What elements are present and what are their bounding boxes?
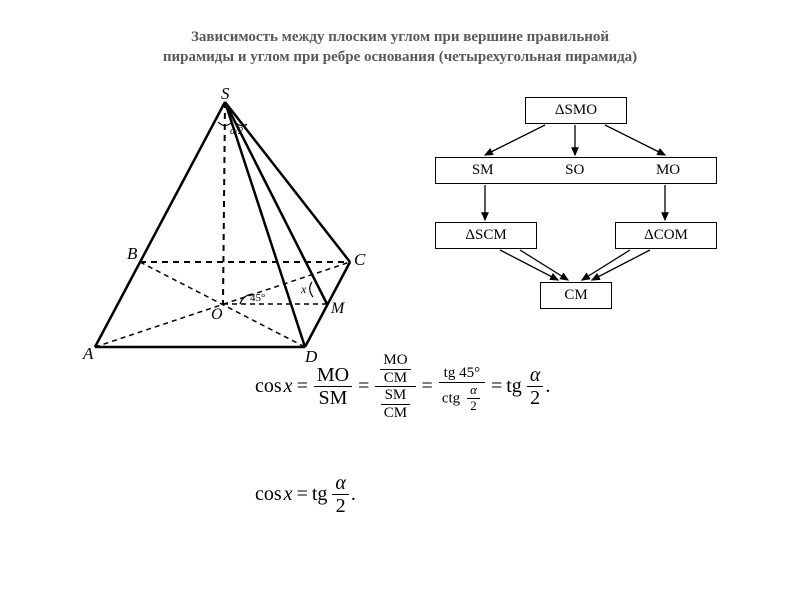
f1-t2nn: MO xyxy=(380,352,410,370)
pyramid-diagram: S A B C D O M α/2 x 45° xyxy=(75,87,375,372)
f1-t3-num: tg 45° xyxy=(444,365,480,381)
node-com: ΔCOM xyxy=(615,222,717,249)
svg-text:45°: 45° xyxy=(250,292,265,304)
node-smo-label: ΔSMO xyxy=(555,102,597,118)
formula-2: cos x = tg α 2 . xyxy=(255,472,356,517)
f2-a: α xyxy=(332,472,349,495)
node-sm-so-mo: SM SO MO xyxy=(435,157,717,184)
f1-cos: cos xyxy=(255,375,282,398)
svg-text:M: M xyxy=(330,300,346,317)
svg-text:C: C xyxy=(354,250,366,269)
f1-t3-2: 2 xyxy=(467,399,480,413)
f1-t2nd: CM xyxy=(380,370,410,387)
f1-t1-den: SM xyxy=(314,387,352,409)
formula-1: cos x = MO SM = MO CM SM CM xyxy=(255,352,550,421)
seg-sm: SM xyxy=(472,162,494,179)
svg-text:α/2: α/2 xyxy=(230,126,243,137)
f2-2: 2 xyxy=(332,495,349,517)
node-scm-label: ΔSCM xyxy=(465,227,506,243)
node-com-label: ΔCOM xyxy=(644,227,688,243)
svg-text:A: A xyxy=(82,344,94,363)
title-line-2: пирамиды и углом при ребре основания (че… xyxy=(163,49,637,65)
f1-t4-tg: tg xyxy=(506,375,522,398)
f1-x: x xyxy=(284,375,293,398)
f1-t1-num: MO xyxy=(314,364,352,387)
svg-text:B: B xyxy=(127,244,138,263)
node-cm-label: CM xyxy=(564,287,587,303)
f2-tg: tg xyxy=(312,483,328,506)
slide-title: Зависимость между плоским углом при верш… xyxy=(0,0,800,77)
f1-t3-ctg: ctg xyxy=(442,391,460,407)
seg-mo: MO xyxy=(656,162,680,179)
f1-t2dd: CM xyxy=(381,405,410,422)
svg-text:x: x xyxy=(300,282,307,296)
f1-t3-a: α xyxy=(467,383,480,398)
svg-text:O: O xyxy=(211,306,223,323)
f1-t4-a: α xyxy=(527,364,544,387)
title-line-1: Зависимость между плоским углом при верш… xyxy=(191,29,609,45)
svg-text:S: S xyxy=(221,87,230,103)
seg-so: SO xyxy=(565,162,584,179)
f2-x: x xyxy=(284,483,293,506)
node-scm: ΔSCM xyxy=(435,222,537,249)
node-cm: CM xyxy=(540,282,612,309)
content-area: S A B C D O M α/2 x 45° xyxy=(0,77,800,557)
f1-t4-2: 2 xyxy=(527,387,544,409)
f1-t2dn: SM xyxy=(381,387,410,405)
f2-cos: cos xyxy=(255,483,282,506)
node-smo: ΔSMO xyxy=(525,97,627,124)
